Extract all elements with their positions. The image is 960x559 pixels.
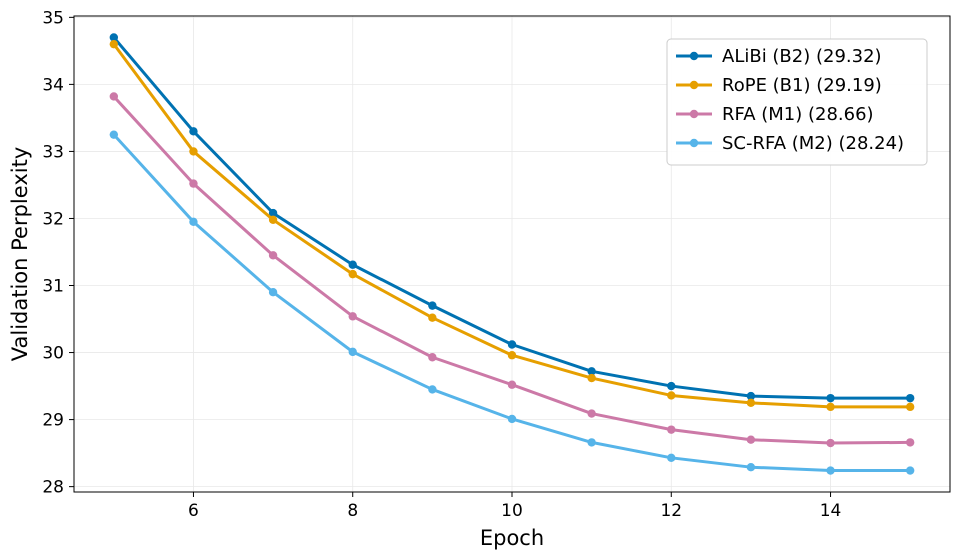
data-point <box>189 147 198 156</box>
data-point <box>587 438 596 447</box>
data-point <box>587 367 596 376</box>
data-point <box>587 409 596 418</box>
legend-swatch-marker <box>689 109 699 119</box>
y-tick-label: 31 <box>42 277 64 297</box>
x-tick-label: 8 <box>347 501 358 521</box>
data-point <box>268 208 278 218</box>
legend-item: ALiBi (B2) (29.32) <box>676 46 882 67</box>
y-tick-label: 29 <box>42 411 64 431</box>
legend-label: RFA (M1) (28.66) <box>722 104 874 125</box>
data-point <box>746 391 756 401</box>
data-point <box>109 92 119 101</box>
data-point <box>826 466 835 475</box>
series-0 <box>109 33 915 403</box>
data-point <box>428 301 437 310</box>
data-point <box>826 402 835 412</box>
data-point <box>905 466 915 475</box>
data-point <box>905 438 915 447</box>
data-point <box>189 179 198 188</box>
x-tick-label: 14 <box>820 501 842 521</box>
data-point <box>826 438 835 448</box>
data-point <box>348 312 357 321</box>
series-1 <box>109 39 915 412</box>
data-point <box>507 340 517 349</box>
data-point <box>428 353 437 362</box>
data-point <box>667 425 676 434</box>
data-point <box>667 453 676 463</box>
y-tick-label: 33 <box>42 142 64 162</box>
x-tick-label: 10 <box>501 501 523 521</box>
data-point <box>667 381 676 391</box>
data-point <box>348 260 357 269</box>
legend-box <box>666 38 928 166</box>
legend-swatch-marker <box>689 138 699 148</box>
x-tick-label: 12 <box>660 501 682 521</box>
data-point <box>587 373 596 383</box>
data-point <box>268 215 278 225</box>
x-axis: 6 8 10 12 14 <box>188 492 841 521</box>
x-tick-label: 6 <box>188 501 199 521</box>
grid <box>74 16 950 492</box>
data-point <box>348 347 357 357</box>
data-point <box>905 402 915 412</box>
series-2 <box>109 92 915 448</box>
y-tick-label: 35 <box>42 8 64 28</box>
legend-item: SC-RFA (M2) (28.24) <box>676 133 904 154</box>
legend-item: RoPE (B1) (29.19) <box>676 75 882 96</box>
data-point <box>109 39 119 49</box>
data-point <box>348 269 357 279</box>
series-3 <box>109 130 915 475</box>
data-point <box>746 435 756 444</box>
data-point <box>189 127 198 136</box>
data-point <box>507 351 517 360</box>
y-tick-label: 28 <box>42 478 64 498</box>
data-point <box>905 393 915 403</box>
legend: ALiBi (B2) (29.32) RoPE (B1) (29.19) RFA (… <box>666 38 928 166</box>
data-point <box>189 217 198 227</box>
y-tick-label: 34 <box>42 75 64 95</box>
data-point <box>109 130 119 139</box>
legend-label: SC-RFA (M2) (28.24) <box>722 133 904 154</box>
series-layer <box>109 33 915 475</box>
y-axis-label: Validation Perplexity <box>8 147 32 361</box>
data-point <box>109 33 119 42</box>
data-point <box>268 251 278 260</box>
y-axis: 28 29 30 31 32 33 34 35 <box>42 8 74 498</box>
data-point <box>667 391 676 400</box>
data-point <box>826 393 835 403</box>
y-tick-label: 30 <box>42 344 64 364</box>
data-point <box>746 398 756 408</box>
legend-item: RFA (M1) (28.66) <box>676 104 874 125</box>
legend-label: ALiBi (B2) (29.32) <box>722 46 882 67</box>
data-point <box>507 380 517 389</box>
data-point <box>507 414 517 424</box>
data-point <box>746 462 756 472</box>
legend-label: RoPE (B1) (29.19) <box>722 75 882 96</box>
legend-swatch-marker <box>689 80 699 90</box>
data-point <box>428 313 437 322</box>
y-tick-label: 32 <box>42 209 64 229</box>
data-point <box>268 288 278 297</box>
x-axis-label: Epoch <box>480 526 544 550</box>
data-point <box>428 385 437 394</box>
legend-swatch-marker <box>689 51 699 61</box>
